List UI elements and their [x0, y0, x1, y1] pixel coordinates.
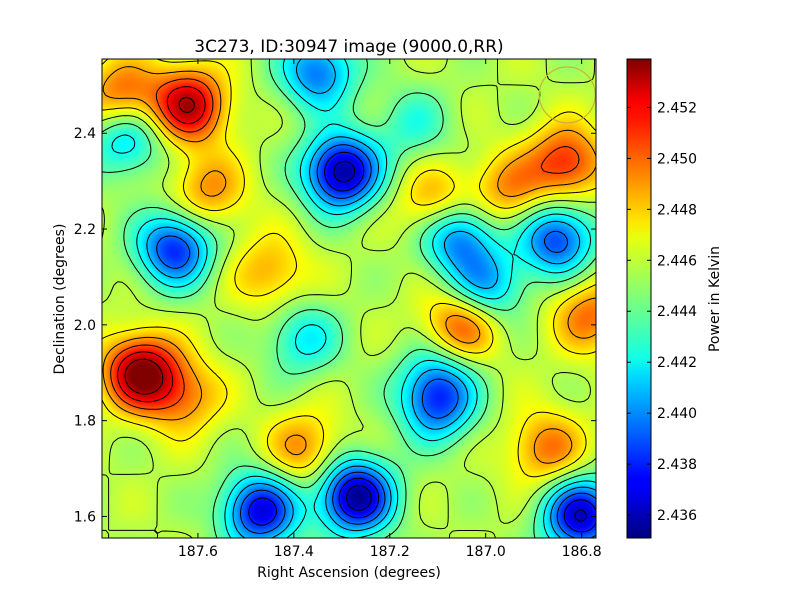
chart-title: 3C273, ID:30947 image (9000.0,RR): [194, 37, 503, 57]
plot-frame: [101, 58, 597, 539]
contour-level-7: [102, 59, 596, 478]
colorbar: 2.436 2.438 2.440 2.442 2.444 2.446 2.448 2.450…: [626, 58, 697, 539]
contour-level-6: [102, 59, 596, 538]
colorbar-gradient: [627, 59, 651, 538]
x-tick-label: 187.6: [178, 544, 218, 560]
contour-level-0: [333, 160, 587, 522]
contour-level-5: [102, 59, 596, 538]
y-tick-label: 2.4: [74, 126, 96, 142]
beam-circle: [538, 66, 596, 124]
colorbar-tick-label: 2.446: [657, 253, 697, 269]
contour-lines: [102, 59, 596, 538]
colorbar-label: Power in Kelvin: [707, 246, 723, 352]
x-axis-label: Right Ascension (degrees): [257, 565, 441, 581]
contour-level-4: [111, 59, 596, 538]
contour-level-11: [124, 97, 195, 395]
x-tick-label: 186.8: [562, 544, 602, 560]
colorbar-ticks: 2.436 2.438 2.440 2.442 2.444 2.446 2.448 2.450…: [627, 100, 697, 524]
x-tick-label: 187.0: [466, 544, 506, 560]
contour-level-3: [146, 59, 596, 538]
contour-level-9: [110, 78, 580, 410]
heatmap-image: [102, 59, 596, 538]
colorbar-tick-label: 2.450: [657, 151, 697, 167]
colorbar-frame: [626, 58, 652, 539]
plot-area: 187.6 187.4 187.2 187.0 186.8 1.6 1.8 2.0 2.2 2.…: [74, 58, 602, 560]
colorbar-tick-label: 2.448: [657, 202, 697, 218]
x-tick-label: 187.2: [370, 544, 410, 560]
colorbar-tick-label: 2.444: [657, 304, 697, 320]
colorbar-tick-label: 2.438: [657, 457, 697, 473]
y-axis: 1.6 1.8 2.0 2.2 2.4: [74, 126, 596, 525]
colorbar-tick-label: 2.442: [657, 355, 697, 371]
y-tick-label: 1.8: [74, 414, 96, 430]
y-tick-label: 2.2: [74, 222, 96, 238]
contour-level-10: [117, 86, 206, 403]
contour-level-2: [156, 144, 596, 538]
colorbar-tick-label: 2.452: [657, 100, 697, 116]
colorbar-tick-label: 2.436: [657, 508, 697, 524]
y-axis-label: Declination (degrees): [52, 224, 68, 375]
y-tick-label: 1.6: [74, 509, 96, 525]
x-tick-label: 187.4: [274, 544, 314, 560]
y-tick-label: 2.0: [74, 318, 96, 334]
x-axis: 187.6 187.4 187.2 187.0 186.8: [178, 59, 602, 560]
colorbar-tick-label: 2.440: [657, 406, 697, 422]
contour-level-1: [248, 151, 596, 533]
